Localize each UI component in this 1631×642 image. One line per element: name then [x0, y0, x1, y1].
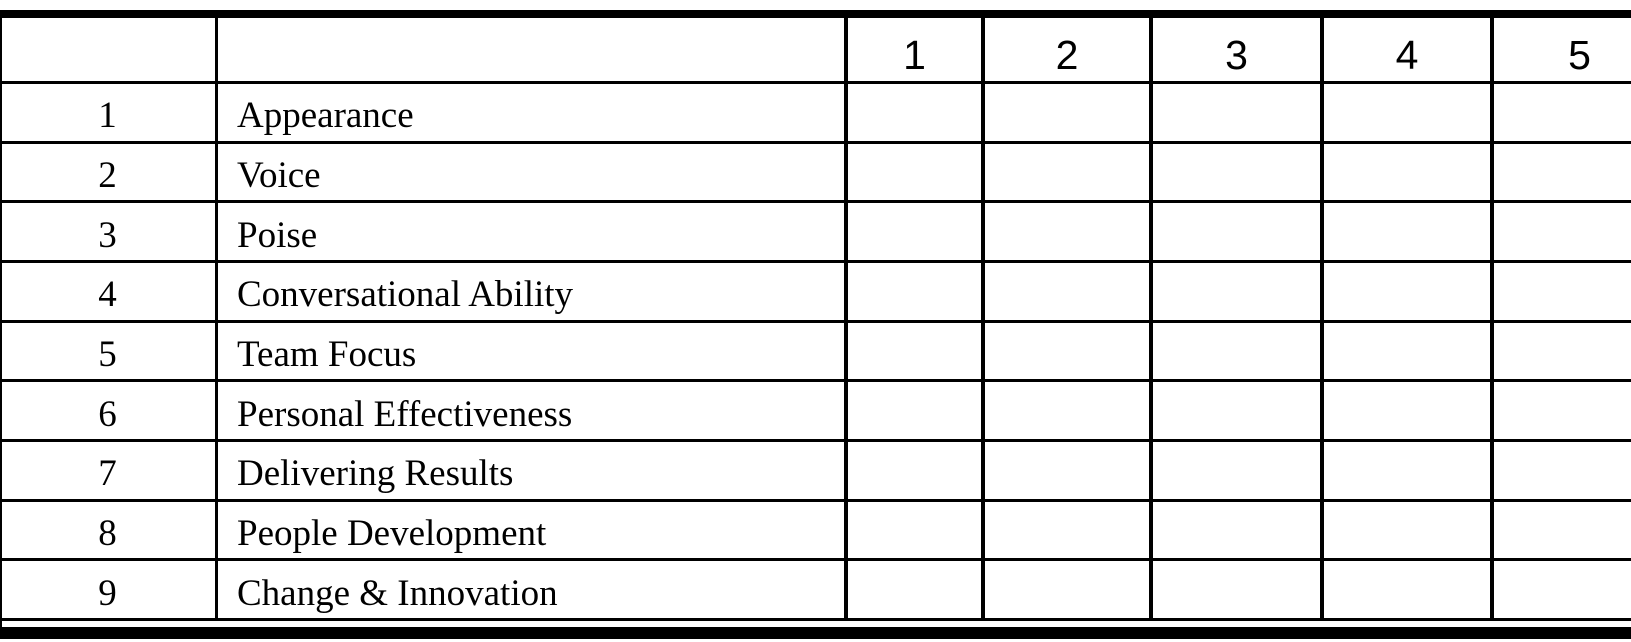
row-number: 9	[98, 572, 117, 614]
rating-cell[interactable]	[1490, 501, 1631, 559]
rating-cell[interactable]	[1490, 203, 1631, 261]
table-row: 2 Voice	[0, 143, 1631, 204]
rating-cell[interactable]	[844, 501, 981, 559]
table-bottom-border	[0, 627, 1631, 639]
rating-cell[interactable]	[1320, 84, 1490, 141]
row-number: 6	[98, 393, 117, 435]
header-criteria-column-cell	[215, 18, 844, 81]
table-left-border	[0, 10, 2, 639]
table-top-border	[0, 10, 1631, 18]
page-top-margin	[0, 0, 1631, 10]
rating-cell[interactable]	[981, 84, 1149, 141]
rating-cell[interactable]	[1320, 143, 1490, 201]
rating-cell[interactable]	[981, 561, 1149, 619]
rating-cell[interactable]	[981, 442, 1149, 499]
rating-cell[interactable]	[844, 263, 981, 320]
rating-cell[interactable]	[1490, 322, 1631, 380]
header-rating-2: 2	[981, 18, 1149, 81]
rating-cell[interactable]	[1320, 382, 1490, 440]
rating-cell[interactable]	[981, 143, 1149, 201]
rating-cell[interactable]	[1149, 143, 1320, 201]
rating-cell[interactable]	[1149, 84, 1320, 141]
rating-cell[interactable]	[1320, 501, 1490, 559]
rating-cell[interactable]	[981, 263, 1149, 320]
rating-cell[interactable]	[844, 382, 981, 440]
table-body: 1 Appearance 2 Voice 3 Poise	[0, 84, 1631, 622]
row-label: Voice	[215, 143, 844, 201]
row-label: Delivering Results	[215, 442, 844, 499]
row-number: 5	[98, 334, 117, 376]
rating-cell[interactable]	[1490, 382, 1631, 440]
table-header-row: 1 2 3 4 5	[0, 18, 1631, 84]
row-label: Personal Effectiveness	[215, 382, 844, 440]
rating-cell[interactable]	[1149, 263, 1320, 320]
rating-cell[interactable]	[981, 203, 1149, 261]
table-row: 1 Appearance	[0, 84, 1631, 144]
rating-cell[interactable]	[1149, 442, 1320, 499]
rating-cell[interactable]	[844, 203, 981, 261]
rating-cell[interactable]	[1490, 263, 1631, 320]
table-row: 9 Change & Innovation	[0, 561, 1631, 622]
rating-cell[interactable]	[1149, 501, 1320, 559]
table-row: 4 Conversational Ability	[0, 263, 1631, 323]
table-row: 3 Poise	[0, 203, 1631, 264]
rating-cell[interactable]	[1320, 561, 1490, 619]
rating-cell[interactable]	[844, 143, 981, 201]
row-number: 3	[98, 214, 117, 256]
rating-cell[interactable]	[1490, 84, 1631, 141]
rating-cell[interactable]	[981, 322, 1149, 380]
row-label: Appearance	[215, 84, 844, 141]
row-number: 2	[98, 155, 117, 196]
row-label: Change & Innovation	[215, 561, 844, 619]
header-rating-4: 4	[1320, 18, 1490, 81]
rating-cell[interactable]	[844, 442, 981, 499]
rating-cell[interactable]	[1320, 203, 1490, 261]
header-rating-3: 3	[1149, 18, 1320, 81]
table-row: 6 Personal Effectiveness	[0, 382, 1631, 443]
rating-cell[interactable]	[844, 322, 981, 380]
rating-cell[interactable]	[1320, 322, 1490, 380]
header-rating-5: 5	[1490, 18, 1631, 81]
rating-cell[interactable]	[1320, 442, 1490, 499]
rating-cell[interactable]	[1320, 263, 1490, 320]
rating-cell[interactable]	[981, 501, 1149, 559]
rating-cell[interactable]	[1149, 322, 1320, 380]
row-label: People Development	[215, 501, 844, 559]
rating-cell[interactable]	[844, 561, 981, 619]
rating-cell[interactable]	[981, 382, 1149, 440]
table-row: 8 People Development	[0, 501, 1631, 562]
row-label: Team Focus	[215, 322, 844, 380]
table-row: 7 Delivering Results	[0, 442, 1631, 502]
header-number-column-cell	[0, 18, 215, 81]
row-label: Conversational Ability	[215, 263, 844, 320]
table-row: 5 Team Focus	[0, 322, 1631, 383]
rating-cell[interactable]	[1490, 143, 1631, 201]
row-number: 8	[98, 513, 117, 555]
row-number: 7	[98, 453, 117, 495]
header-rating-1: 1	[844, 18, 981, 81]
rating-cell[interactable]	[1490, 442, 1631, 499]
row-number: 4	[98, 274, 117, 316]
rating-cell[interactable]	[1490, 561, 1631, 619]
rating-cell[interactable]	[1149, 561, 1320, 619]
row-label: Poise	[215, 203, 844, 261]
row-number: 1	[98, 95, 117, 137]
rating-cell[interactable]	[1149, 382, 1320, 440]
rating-cell[interactable]	[844, 84, 981, 141]
rating-cell[interactable]	[1149, 203, 1320, 261]
